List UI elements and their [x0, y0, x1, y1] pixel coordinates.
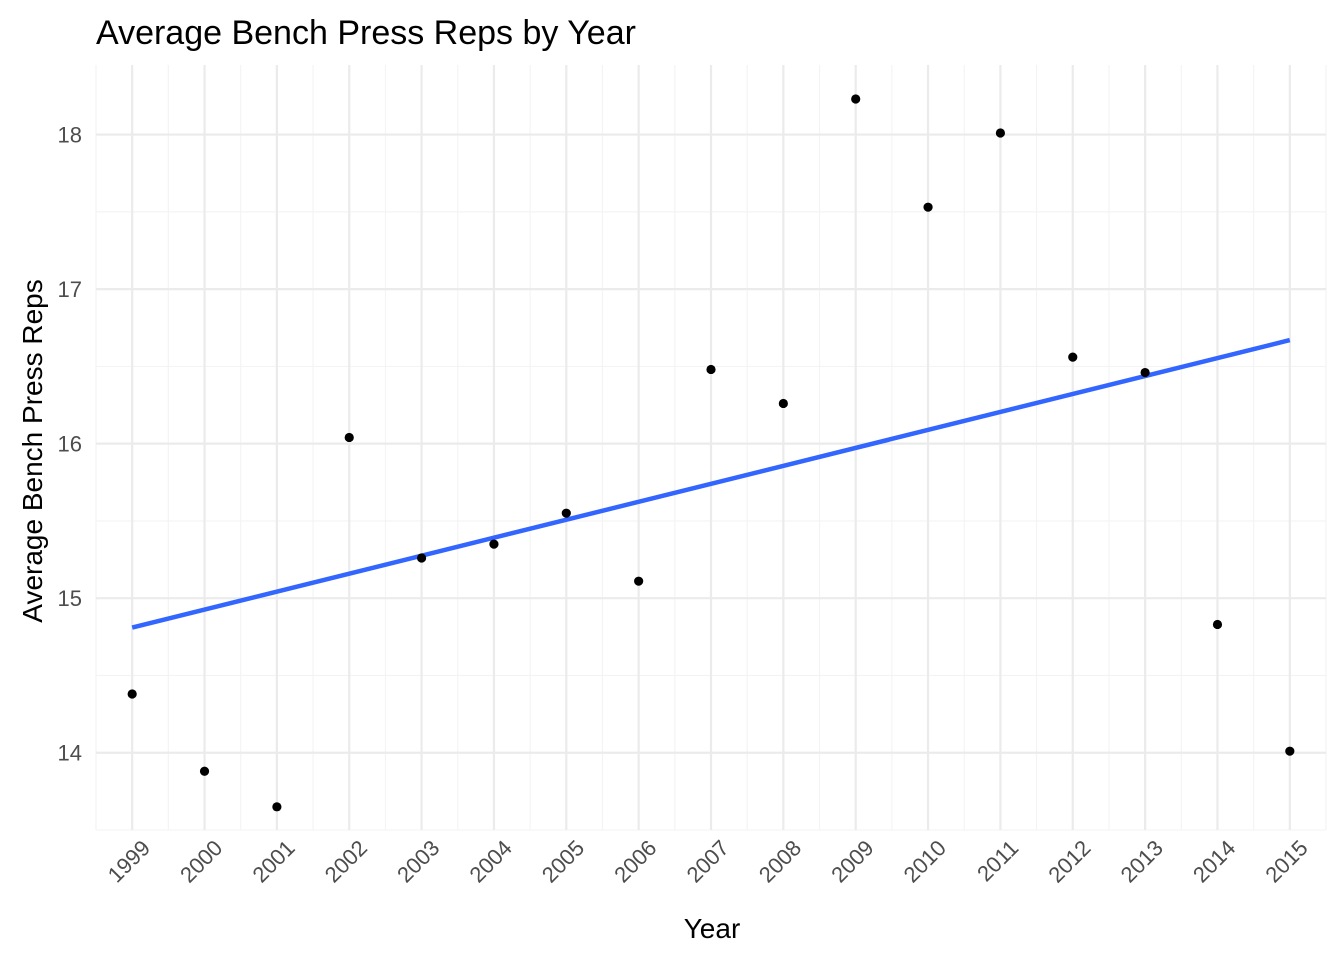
data-point: [995, 128, 1006, 138]
data-point: [1285, 746, 1295, 756]
data-points: [127, 94, 1295, 812]
data-point: [561, 508, 571, 518]
data-point: [272, 802, 282, 812]
data-point: [851, 94, 861, 104]
x-tick-label: 2009: [826, 835, 878, 887]
y-tick-label: 16: [58, 432, 82, 457]
data-point: [706, 364, 716, 375]
chart-title: Average Bench Press Reps by Year: [96, 14, 636, 52]
y-tick-label: 17: [58, 277, 82, 302]
x-tick-label: 2015: [1260, 835, 1312, 887]
x-tick-label: 2001: [247, 835, 299, 887]
data-point: [489, 539, 499, 549]
x-axis-title: Year: [684, 913, 741, 944]
y-tick-label: 18: [58, 123, 82, 148]
grid: [95, 65, 1327, 831]
x-tick-label: 2012: [1043, 835, 1095, 887]
x-tick-label: 2006: [609, 835, 661, 887]
y-axis-title: Average Bench Press Reps: [17, 279, 48, 622]
trend-line: [131, 337, 1291, 630]
x-tick-label: 2003: [392, 835, 444, 887]
data-point: [344, 432, 354, 443]
data-point: [199, 766, 210, 776]
data-point: [634, 576, 644, 586]
x-tick-label: 2005: [537, 835, 589, 887]
x-tick-label: 2008: [754, 835, 806, 887]
x-axis-ticks: 1999 2000 2001 2002 2003 2004 2005 2006 2007 2008…: [103, 835, 1313, 887]
data-point: [127, 689, 137, 699]
x-tick-label: 1999: [103, 835, 155, 887]
x-tick-label: 2004: [464, 835, 516, 887]
x-tick-label: 2000: [175, 835, 227, 887]
data-point: [416, 553, 427, 563]
data-point: [923, 202, 933, 212]
x-tick-label: 2007: [682, 835, 734, 887]
x-tick-label: 2013: [1116, 835, 1168, 887]
data-point: [1212, 619, 1223, 630]
y-axis-ticks: 14 15 16 17 18: [58, 123, 82, 766]
y-tick-label: 14: [58, 741, 82, 766]
x-tick-label: 2014: [1188, 835, 1240, 887]
x-tick-label: 2011: [972, 835, 1023, 886]
x-tick-label: 2002: [320, 835, 372, 887]
data-point: [778, 398, 788, 409]
data-point: [1068, 352, 1078, 362]
x-tick-label: 2010: [899, 835, 951, 887]
data-point: [1140, 367, 1150, 378]
y-tick-label: 15: [58, 586, 82, 611]
